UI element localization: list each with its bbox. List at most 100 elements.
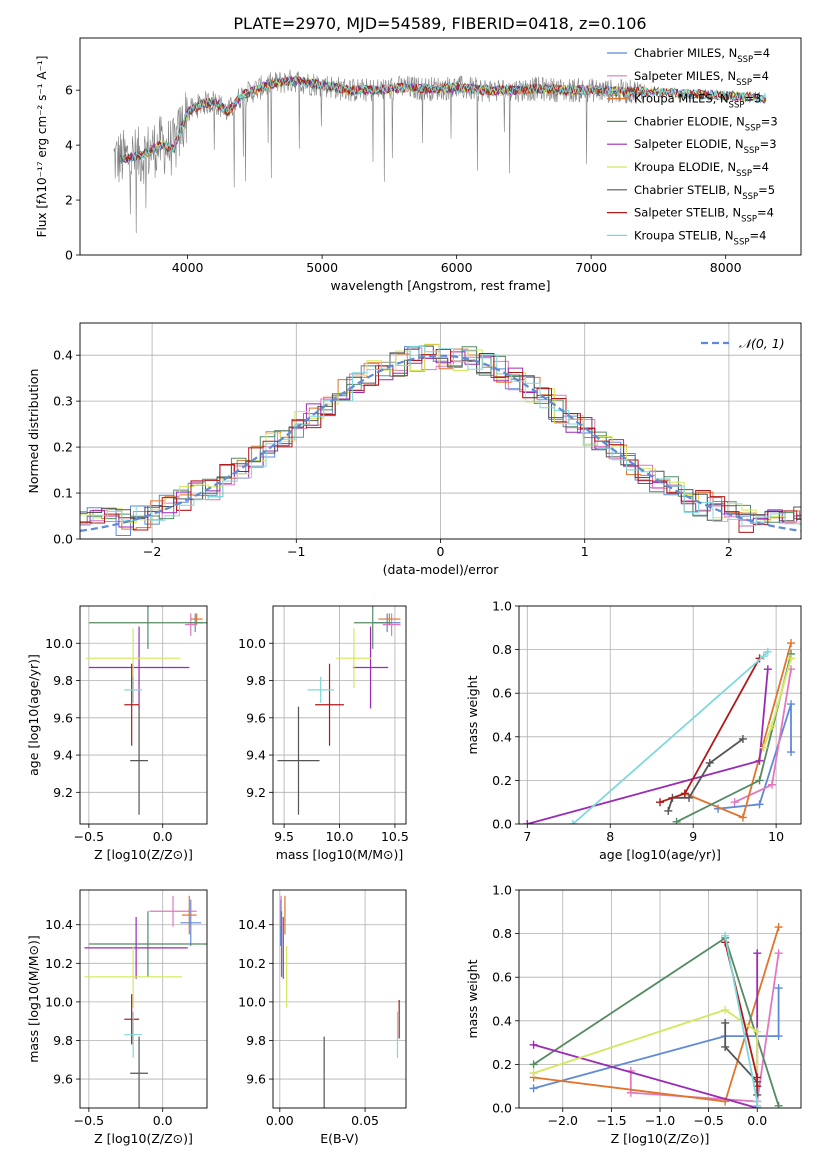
x-axis-label: mass [log10(M/M⊙)] xyxy=(276,847,404,862)
y-tick-label: 0.4 xyxy=(492,1013,512,1028)
y-tick-label: 9.2 xyxy=(246,785,266,800)
x-tick-label: 9 xyxy=(689,829,697,844)
x-tick-label: −1 xyxy=(287,544,305,559)
x-tick-label: 10.0 xyxy=(326,829,354,844)
weight-series xyxy=(533,988,780,1090)
weight-point xyxy=(759,743,768,752)
y-tick-label: 0.4 xyxy=(53,348,73,363)
weight-point xyxy=(680,789,689,798)
panel-weight_vs_Z: −2.0 −1.5 −1.0 −0.5 0.0 0.0 0.2 0.4 0.6 0.8 1.0 Z [… xyxy=(465,883,802,1146)
weight-point xyxy=(529,1060,538,1069)
x-tick-label: −0.5 xyxy=(74,1113,104,1128)
y-tick-label: 10.4 xyxy=(45,917,73,932)
x-tick-label: 0.00 xyxy=(266,1113,294,1128)
panel-mass_vs_ebv: 0.00 0.05 9.6 9.8 10.0 10.2 10.4 E(B-V) xyxy=(238,889,407,1146)
x-axis-label: Z [log10(Z/Z⊙)] xyxy=(94,847,193,862)
weight-point xyxy=(767,721,776,730)
y-axis-label: mass [log10(M/M⊙)] xyxy=(26,935,41,1063)
panel-mass_vs_Z: −0.5 0.0 9.6 9.8 10.0 10.2 10.4 Z [log10(Z/Z⊙)]… xyxy=(26,889,208,1146)
weight-point xyxy=(738,734,747,743)
y-axis-label: age [log10(age/yr)] xyxy=(26,654,41,776)
histogram-series xyxy=(80,345,801,527)
legend-label: 𝒩(0, 1) xyxy=(739,336,785,351)
weight-point xyxy=(774,984,783,993)
x-tick-label: 7000 xyxy=(575,260,607,275)
weight-point xyxy=(774,923,783,932)
normal-curve xyxy=(80,354,801,532)
y-tick-label: 0.2 xyxy=(492,773,512,788)
histogram-series xyxy=(80,343,801,524)
x-axis-label: wavelength [Angstrom, rest frame] xyxy=(330,278,550,293)
weight-point xyxy=(721,1018,730,1027)
y-tick-label: 0.0 xyxy=(492,1101,512,1116)
x-tick-label: 10 xyxy=(768,829,784,844)
weight-point xyxy=(523,820,532,824)
weight-point xyxy=(753,1101,762,1108)
weight-point xyxy=(767,780,776,789)
y-tick-label: 0.8 xyxy=(492,926,512,941)
y-tick-label: 0.2 xyxy=(492,1057,512,1072)
x-tick-label: −2 xyxy=(143,544,161,559)
weight-point xyxy=(755,776,764,785)
x-tick-label: 1 xyxy=(581,544,589,559)
x-tick-label: 2 xyxy=(725,544,733,559)
weight-point xyxy=(753,1073,762,1082)
legend-label: Kroupa STELIB, NSSP=4 xyxy=(634,228,766,247)
histogram-series xyxy=(80,345,801,522)
weight-point xyxy=(787,748,796,757)
y-tick-label: 0 xyxy=(65,248,73,263)
weight-point xyxy=(529,1084,538,1093)
legend-label: Salpeter ELODIE, NSSP=3 xyxy=(634,137,777,156)
y-tick-label: 9.6 xyxy=(246,1072,266,1087)
weight-point xyxy=(763,665,772,674)
y-tick-label: 9.6 xyxy=(53,1072,73,1087)
plot-area xyxy=(113,69,767,234)
axes-frame xyxy=(272,889,407,1109)
axes-frame xyxy=(518,605,802,825)
weight-point xyxy=(759,652,768,661)
y-tick-label: 10.0 xyxy=(45,994,73,1009)
y-tick-label: 9.4 xyxy=(246,748,266,763)
y-tick-label: 10.2 xyxy=(45,956,73,971)
y-tick-label: 0.0 xyxy=(492,817,512,832)
weight-point xyxy=(529,1040,538,1049)
legend-label: Chabrier MILES, NSSP=4 xyxy=(634,46,770,65)
y-tick-label: 4 xyxy=(65,138,73,153)
legend-label: Kroupa ELODIE, NSSP=4 xyxy=(634,160,769,179)
weight-point xyxy=(774,949,783,958)
weight-point xyxy=(705,758,714,767)
x-axis-label: Z [log10(Z/Z⊙)] xyxy=(611,1131,710,1146)
x-tick-label: −1.5 xyxy=(596,1113,626,1128)
y-axis-label: Flux [fλ10⁻¹⁷ erg cm⁻² s⁻¹ A⁻¹] xyxy=(35,56,49,238)
x-tick-label: 0.05 xyxy=(351,1113,379,1128)
weight-point xyxy=(656,798,664,807)
y-tick-label: 9.8 xyxy=(246,1033,266,1048)
legend-label: Chabrier STELIB, NSSP=5 xyxy=(634,183,775,202)
x-tick-label: 4000 xyxy=(172,260,204,275)
x-tick-label: 0.0 xyxy=(153,829,173,844)
y-tick-label: 0.1 xyxy=(53,486,73,501)
y-tick-label: 0.2 xyxy=(53,440,73,455)
x-tick-label: 10.5 xyxy=(381,829,409,844)
weight-point xyxy=(721,931,730,940)
y-tick-label: 1.0 xyxy=(492,883,512,898)
plot-area xyxy=(529,923,783,1108)
y-tick-label: 6 xyxy=(65,83,73,98)
y-tick-label: 2 xyxy=(65,193,73,208)
weight-point xyxy=(787,654,796,663)
x-tick-label: 0 xyxy=(437,544,445,559)
x-tick-label: 8000 xyxy=(710,260,742,275)
axes-frame xyxy=(79,37,802,256)
axes-frame xyxy=(518,889,802,1109)
y-tick-label: 9.8 xyxy=(246,673,266,688)
y-tick-label: 1.0 xyxy=(492,599,512,614)
weight-point xyxy=(664,806,673,815)
x-tick-label: 7 xyxy=(523,829,531,844)
x-tick-label: 0.0 xyxy=(747,1113,767,1128)
y-axis-label: mass weight xyxy=(465,959,480,1038)
plot-area xyxy=(523,639,796,824)
plot-area xyxy=(80,343,801,536)
x-tick-label: 0.0 xyxy=(153,1113,173,1128)
weight-point xyxy=(730,798,739,807)
